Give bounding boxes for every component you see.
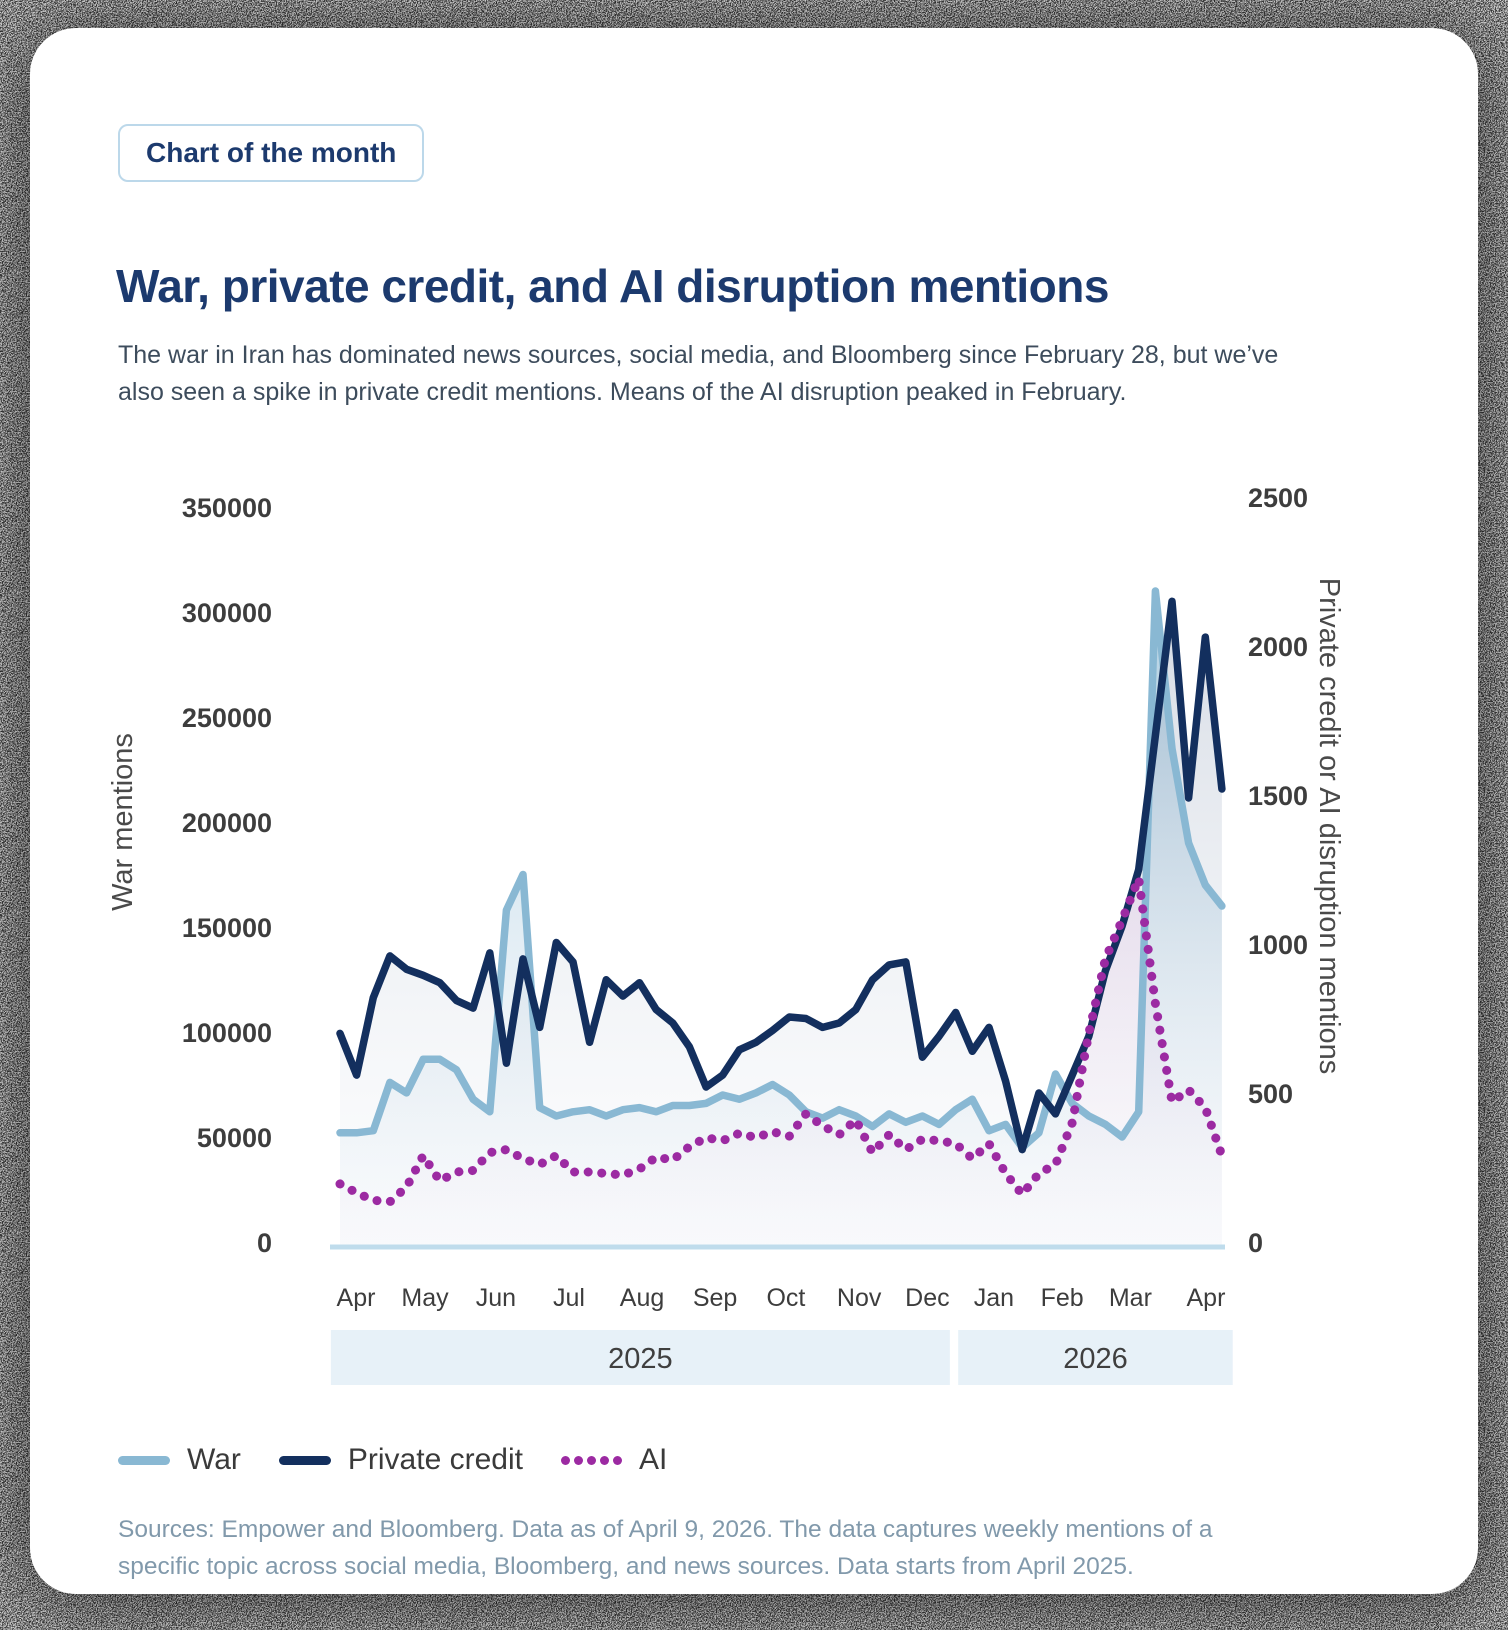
legend-label: AI <box>638 1443 668 1476</box>
month-label: Mar <box>1109 1284 1152 1312</box>
ai-area <box>340 878 1222 1246</box>
legend-item-war: War <box>118 1443 241 1477</box>
private-credit-line-swatch-icon <box>278 1455 331 1465</box>
year-bands: 2025 2026 <box>330 1330 1233 1385</box>
year-band <box>330 1330 950 1385</box>
right-axis-tick: 500 <box>1248 1079 1293 1109</box>
month-label: Nov <box>837 1284 882 1312</box>
right-axis-tick: 2500 <box>1248 483 1308 513</box>
right-axis-tick: 2000 <box>1248 632 1308 662</box>
page-title: War, private credit, and AI disruption m… <box>116 259 1109 312</box>
private-credit-line <box>336 597 1226 1154</box>
left-axis-tick: 150000 <box>182 913 272 943</box>
left-axis-tick: 200000 <box>182 808 272 838</box>
legend-label: War <box>187 1443 241 1476</box>
month-label: Jun <box>476 1284 516 1312</box>
ai-dotted-swatch-icon <box>560 1455 622 1465</box>
left-axis-tick: 0 <box>257 1228 272 1258</box>
left-axis-tick: 100000 <box>182 1018 272 1048</box>
private-credit-area <box>340 601 1222 1246</box>
year-band-label: 2026 <box>1063 1343 1128 1375</box>
chart-legend: War Private credit AI <box>118 1443 667 1477</box>
chart-subtitle: The war in Iran has dominated news sourc… <box>118 341 1279 406</box>
war-line-swatch-icon <box>118 1455 170 1465</box>
month-label: May <box>401 1284 449 1312</box>
left-axis-title: War mentions <box>107 733 139 911</box>
left-axis-tick: 350000 <box>182 493 272 523</box>
axis-labels: 0 50000 100000 150000 200000 250000 300000 3500… <box>107 483 1345 1312</box>
month-label: Jul <box>553 1284 585 1312</box>
right-axis-tick: 1000 <box>1248 930 1308 960</box>
right-axis-title: Private credit or AI disruption mentions <box>1313 578 1345 1074</box>
left-axis-tick: 300000 <box>182 598 272 628</box>
left-axis-tick: 250000 <box>182 703 272 733</box>
ai-line <box>335 873 1227 1207</box>
month-label: Aug <box>620 1284 664 1312</box>
legend-item-ai: AI <box>560 1443 668 1477</box>
month-label: Jan <box>974 1284 1014 1312</box>
right-axis-tick: 1500 <box>1248 781 1308 811</box>
month-label: Sep <box>693 1284 737 1312</box>
month-label: Oct <box>766 1284 805 1312</box>
year-band-label: 2025 <box>608 1343 673 1375</box>
chart-of-month-badge: Chart of the month <box>118 124 425 182</box>
sources-footnote: Sources: Empower and Bloomberg. Data as … <box>118 1515 1213 1580</box>
month-label: Feb <box>1041 1284 1084 1312</box>
month-label: Apr <box>337 1284 376 1312</box>
series-lines <box>335 587 1227 1207</box>
right-axis-tick: 0 <box>1248 1228 1263 1258</box>
series-areas <box>340 591 1222 1246</box>
left-axis-tick: 50000 <box>197 1123 272 1153</box>
legend-item-private-credit: Private credit <box>278 1443 523 1477</box>
month-label: Dec <box>905 1284 949 1312</box>
legend-label: Private credit <box>347 1443 523 1476</box>
year-band <box>958 1330 1233 1385</box>
month-label: Apr <box>1186 1284 1225 1312</box>
